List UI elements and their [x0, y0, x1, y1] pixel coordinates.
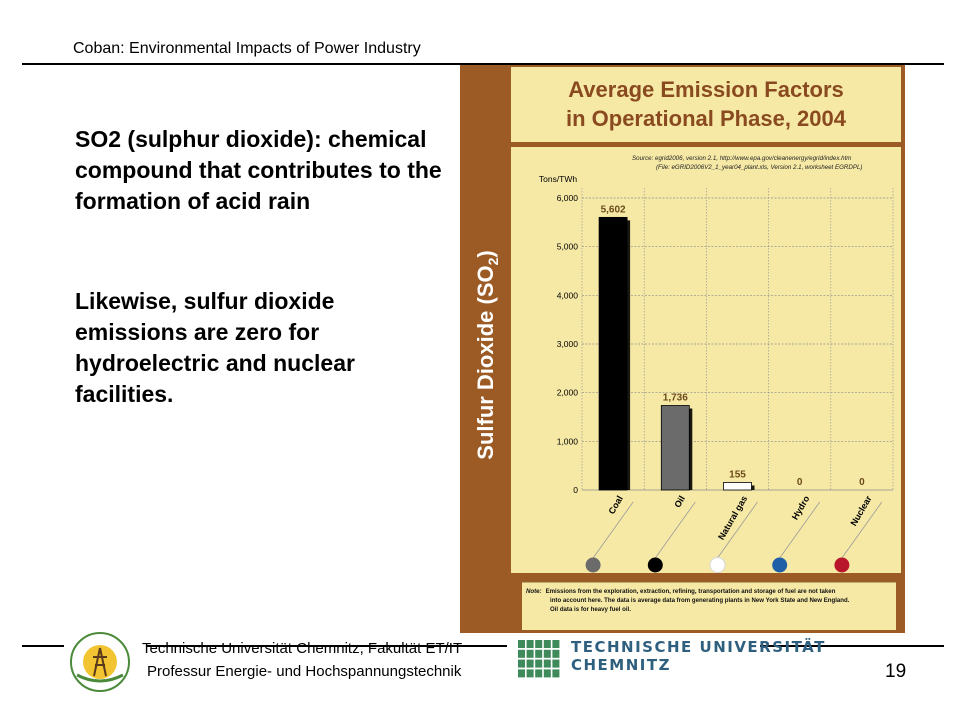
tu-logo-tile	[526, 659, 534, 668]
source-line-2: (File: eGRID2006V2_1_year04_plant.xls, V…	[656, 164, 862, 171]
note-label: Note:	[526, 588, 542, 595]
bar-natural-gas	[723, 482, 752, 491]
color-dot	[834, 557, 850, 573]
tu-logo-tile	[518, 659, 525, 668]
value-label: 5,602	[601, 204, 626, 215]
side-label-subscript: 2	[485, 257, 501, 265]
leader-line	[649, 501, 696, 566]
tu-logo-tile	[543, 659, 551, 668]
header-title: Coban: Environmental Impacts of Power In…	[73, 40, 421, 57]
institute-logo	[70, 632, 130, 692]
footer-rule-mid	[147, 645, 507, 647]
tu-logo-tile	[535, 659, 543, 668]
tu-logo-tile	[526, 669, 534, 678]
tu-logo-tile	[552, 640, 560, 648]
chart-title-line1: Average Emission Factors	[568, 77, 844, 102]
value-label: 0	[859, 477, 865, 488]
side-label-main: Sulfur Dioxide (SO	[473, 265, 498, 459]
y-tick-label: 0	[573, 485, 578, 495]
institute-logo-pylon-icon	[93, 647, 107, 677]
y-tick-label: 5,000	[557, 242, 579, 252]
y-tick-label: 3,000	[557, 339, 579, 349]
tu-logo-tile	[518, 669, 525, 678]
tu-logo-tile	[543, 669, 551, 678]
page-number: 19	[885, 661, 907, 682]
tu-logo-tile	[535, 640, 543, 648]
chart-title-background	[511, 67, 901, 142]
color-dot	[772, 557, 788, 573]
paragraph-zero-emissions: Likewise, sulfur dioxide emissions are z…	[75, 288, 355, 407]
side-label: Sulfur Dioxide (SO2)	[473, 250, 501, 459]
gridlines	[581, 188, 894, 566]
institute-logo-ground	[76, 673, 124, 683]
color-dot	[709, 557, 726, 573]
y-tick-label: 4,000	[557, 290, 579, 300]
tu-logo-tile	[535, 669, 543, 678]
footer-rule-right	[760, 645, 944, 647]
note-line-2: into account here. The data is average d…	[550, 597, 850, 604]
tu-logo-tile	[518, 649, 525, 658]
tu-chemnitz-logo-icon	[518, 640, 560, 678]
body-text-2: Likewise, sulfur dioxide emissions are z…	[75, 286, 445, 410]
chart-panel: Average Emission Factors in Operational …	[460, 65, 905, 633]
color-dot	[647, 557, 663, 573]
leader-line	[836, 501, 883, 566]
plot-background	[511, 147, 901, 573]
tu-logo-tile	[552, 669, 560, 678]
bar-oil	[660, 405, 690, 491]
y-tick-label: 2,000	[557, 388, 579, 398]
tu-logo-tile	[552, 649, 560, 658]
tu-logo-tile	[535, 649, 543, 658]
tu-logo-tile	[543, 649, 551, 658]
tu-logo-line2: CHEMNITZ	[571, 656, 671, 674]
chart-title-line2: in Operational Phase, 2004	[566, 106, 847, 131]
note-line-3: Oil data is for heavy fuel oil.	[550, 606, 631, 613]
y-axis-label: Tons/TWh	[539, 174, 578, 184]
leader-line	[774, 501, 821, 566]
leader-line	[587, 501, 634, 566]
source-line-1: Source: egrid2006, version 2.1, http://w…	[632, 155, 851, 162]
paragraph-definition: SO2 (sulphur dioxide): chemical compound…	[75, 126, 442, 214]
tu-logo-tile	[526, 649, 534, 658]
footer-university: Technische Universität Chemnitz, Fakultä…	[142, 640, 463, 657]
header-rule	[22, 63, 944, 65]
side-label-end: )	[473, 250, 498, 257]
tu-logo-tile	[552, 659, 560, 668]
bar-coal	[598, 216, 628, 491]
tu-logo-line1: TECHNISCHE UNIVERSITÄT	[571, 638, 826, 656]
body-text: SO2 (sulphur dioxide): chemical compound…	[75, 124, 445, 217]
note-background	[522, 582, 896, 630]
tu-logo-tile	[518, 640, 525, 648]
bars	[585, 216, 850, 573]
color-dot	[585, 557, 601, 573]
note-line-1: Note: Emissions from the exploration, ext…	[526, 588, 836, 595]
tu-logo-tile	[543, 640, 551, 648]
leader-line	[712, 501, 758, 566]
footer-rule-left	[22, 645, 64, 647]
value-label: 155	[729, 469, 746, 480]
y-tick-label: 1,000	[557, 436, 579, 446]
footer-chair: Professur Energie- und Hochspannungstech…	[147, 663, 462, 680]
tu-logo-tile	[526, 640, 534, 648]
chart-svg: Average Emission Factors in Operational …	[473, 67, 901, 630]
institute-logo-sun	[83, 645, 117, 679]
note-text-1: Emissions from the exploration, extracti…	[546, 588, 836, 595]
y-tick-label: 6,000	[557, 193, 579, 203]
value-label: 0	[797, 477, 803, 488]
value-label: 1,736	[663, 393, 688, 404]
